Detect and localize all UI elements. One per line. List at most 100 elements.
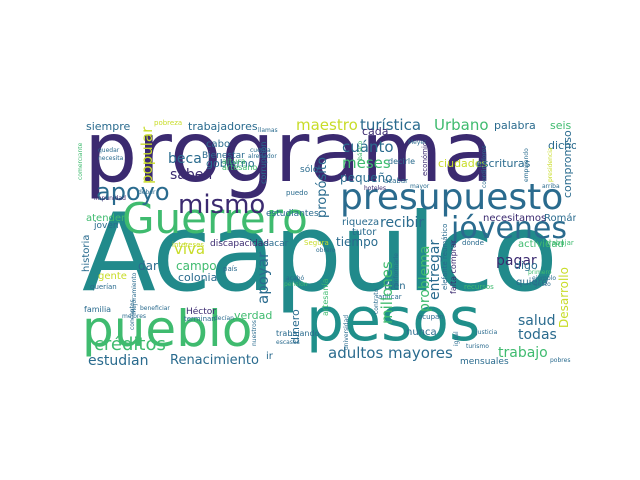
- word-ejemplo: ejemplo: [532, 275, 557, 282]
- word-presidencia: presidencia: [547, 147, 554, 182]
- word-conceptos: conceptos: [129, 299, 136, 330]
- word-deber: deber: [138, 189, 156, 196]
- word-necesitamos: necesitamos: [483, 213, 547, 224]
- word-acabar: acabar: [384, 177, 409, 185]
- word-ir: ir: [266, 351, 273, 362]
- word-dicho: dicho: [548, 139, 576, 152]
- word-cada: cada: [362, 125, 389, 138]
- word-mismo: mismo: [178, 190, 266, 220]
- word-palabra: palabra: [494, 119, 536, 132]
- word-querian: querían: [90, 283, 117, 291]
- word-familia: familia: [84, 305, 112, 314]
- word-colonia: colonia: [178, 271, 218, 284]
- word-cuenta: cuenta: [250, 147, 271, 154]
- word-digo: digo: [514, 259, 538, 272]
- word-ciudades: ciudades: [438, 157, 488, 170]
- word-pequeno: pequeño: [340, 171, 393, 185]
- word-puedo: puedo: [286, 189, 308, 197]
- word-acapulco: Acapulco: [82, 191, 558, 316]
- word-jovenes: jóvenes: [451, 211, 568, 246]
- word-sacar: sacar: [264, 239, 289, 249]
- word-urbano: Urbano: [434, 118, 489, 134]
- word-proposito: propósito: [315, 157, 330, 218]
- word-recibir: recibir: [380, 215, 425, 231]
- word-meyer: Meyer: [408, 139, 427, 146]
- word-igual: igual: [453, 331, 460, 346]
- word-acabo: acabó: [286, 275, 305, 282]
- word-estudiantes: estudiantes: [266, 209, 319, 219]
- word-donde: dónde: [462, 239, 484, 247]
- word-dinero: dinero: [289, 309, 302, 344]
- word-intereses: intereses: [172, 241, 205, 249]
- word-cuanto: cuánto: [342, 138, 394, 156]
- word-basico: básico: [357, 140, 364, 160]
- word-nuestros: nuestros: [251, 320, 258, 346]
- word-bienestar: Bienestar: [202, 151, 245, 161]
- word-alrededor: alrededor: [248, 153, 277, 160]
- word-trabajadores: trabajadores: [188, 120, 258, 133]
- word-obrero: obrero: [316, 247, 336, 254]
- word-cabo: cabo: [206, 139, 231, 150]
- word-adultos-mayores: adultos mayores: [328, 344, 453, 362]
- word-necesita: necesita: [98, 155, 124, 162]
- word-renacimiento: Renacimiento: [170, 353, 259, 368]
- word-primero: primero: [528, 269, 552, 276]
- word-siempre: siempre: [86, 120, 131, 133]
- word-desarrollo: Desarrollo: [557, 267, 571, 328]
- word-discapacidad: discapacidad: [210, 239, 269, 249]
- word-actividad: actividad: [518, 239, 564, 250]
- word-apoyo: apoyo: [96, 178, 170, 206]
- word-elefante-reumatico: elefante reumático: [441, 223, 449, 290]
- word-gente: gente: [98, 271, 127, 282]
- word-arriba: arriba: [542, 183, 560, 190]
- word-mensuales: mensuales: [460, 357, 509, 367]
- word-tiempo: tiempo: [336, 235, 379, 249]
- word-solo: sólo: [300, 165, 319, 175]
- word-apoyar: apoyar: [254, 251, 272, 304]
- word-pension: pensión: [284, 281, 308, 288]
- word-guerrero: Guerrero: [122, 194, 308, 243]
- word-contrato: contrato: [373, 288, 380, 314]
- word-historia: historia: [81, 234, 92, 272]
- word-compromiso: compromiso: [561, 130, 574, 198]
- word-trabajar: trabajar: [546, 239, 574, 247]
- word-segura: Segura: [304, 239, 329, 247]
- word-artesania: artesanía: [321, 278, 330, 316]
- word-trabajando: trabajando: [276, 329, 320, 338]
- word-comerciante: comerciante: [78, 142, 84, 180]
- word-atender: atender: [86, 213, 126, 224]
- word-meses: meses: [342, 154, 391, 172]
- word-llamas: llamas: [258, 127, 278, 134]
- word-economico: económico: [421, 137, 429, 176]
- word-turismo: turismo: [466, 343, 489, 350]
- word-gobierno: gobierno: [206, 157, 255, 170]
- word-escasos: escasos: [276, 339, 300, 346]
- word-empujando: empujando: [523, 148, 530, 182]
- word-decian: decían: [214, 315, 234, 322]
- word-informarle: informarle: [393, 253, 400, 284]
- word-beca: beca: [168, 151, 202, 167]
- word-turistica: turística: [360, 118, 422, 134]
- word-decirle: decirle: [388, 157, 416, 166]
- word-altura: altura: [222, 157, 246, 166]
- word-hector: Héctor: [186, 307, 216, 317]
- word-tutor: tutor: [352, 227, 377, 238]
- word-seis: seis: [550, 119, 572, 132]
- word-justicia: justicia: [476, 329, 498, 336]
- word-impunidad: impunidad: [94, 195, 126, 202]
- word-beneficiar: beneficiar: [140, 305, 170, 312]
- word-mayor: mayor: [410, 183, 430, 190]
- word-creditos: créditos: [94, 334, 166, 355]
- word-trabajo: trabajo: [498, 345, 548, 361]
- word-salud: salud: [518, 313, 556, 329]
- word-terminan: terminan: [184, 315, 216, 323]
- word-corrupcion: corrupción: [259, 141, 268, 184]
- word-entregar: entregar: [427, 239, 443, 300]
- word-hoteles: hoteles: [364, 185, 387, 192]
- word-cloud: programa Acapulco pesos pueblo presupues…: [78, 118, 576, 370]
- word-popular: popular: [138, 126, 156, 184]
- word-viva: viva: [174, 240, 206, 258]
- word-pais: país: [223, 265, 238, 273]
- word-saben: saben: [170, 167, 213, 183]
- word-pobreza: pobreza: [154, 119, 183, 127]
